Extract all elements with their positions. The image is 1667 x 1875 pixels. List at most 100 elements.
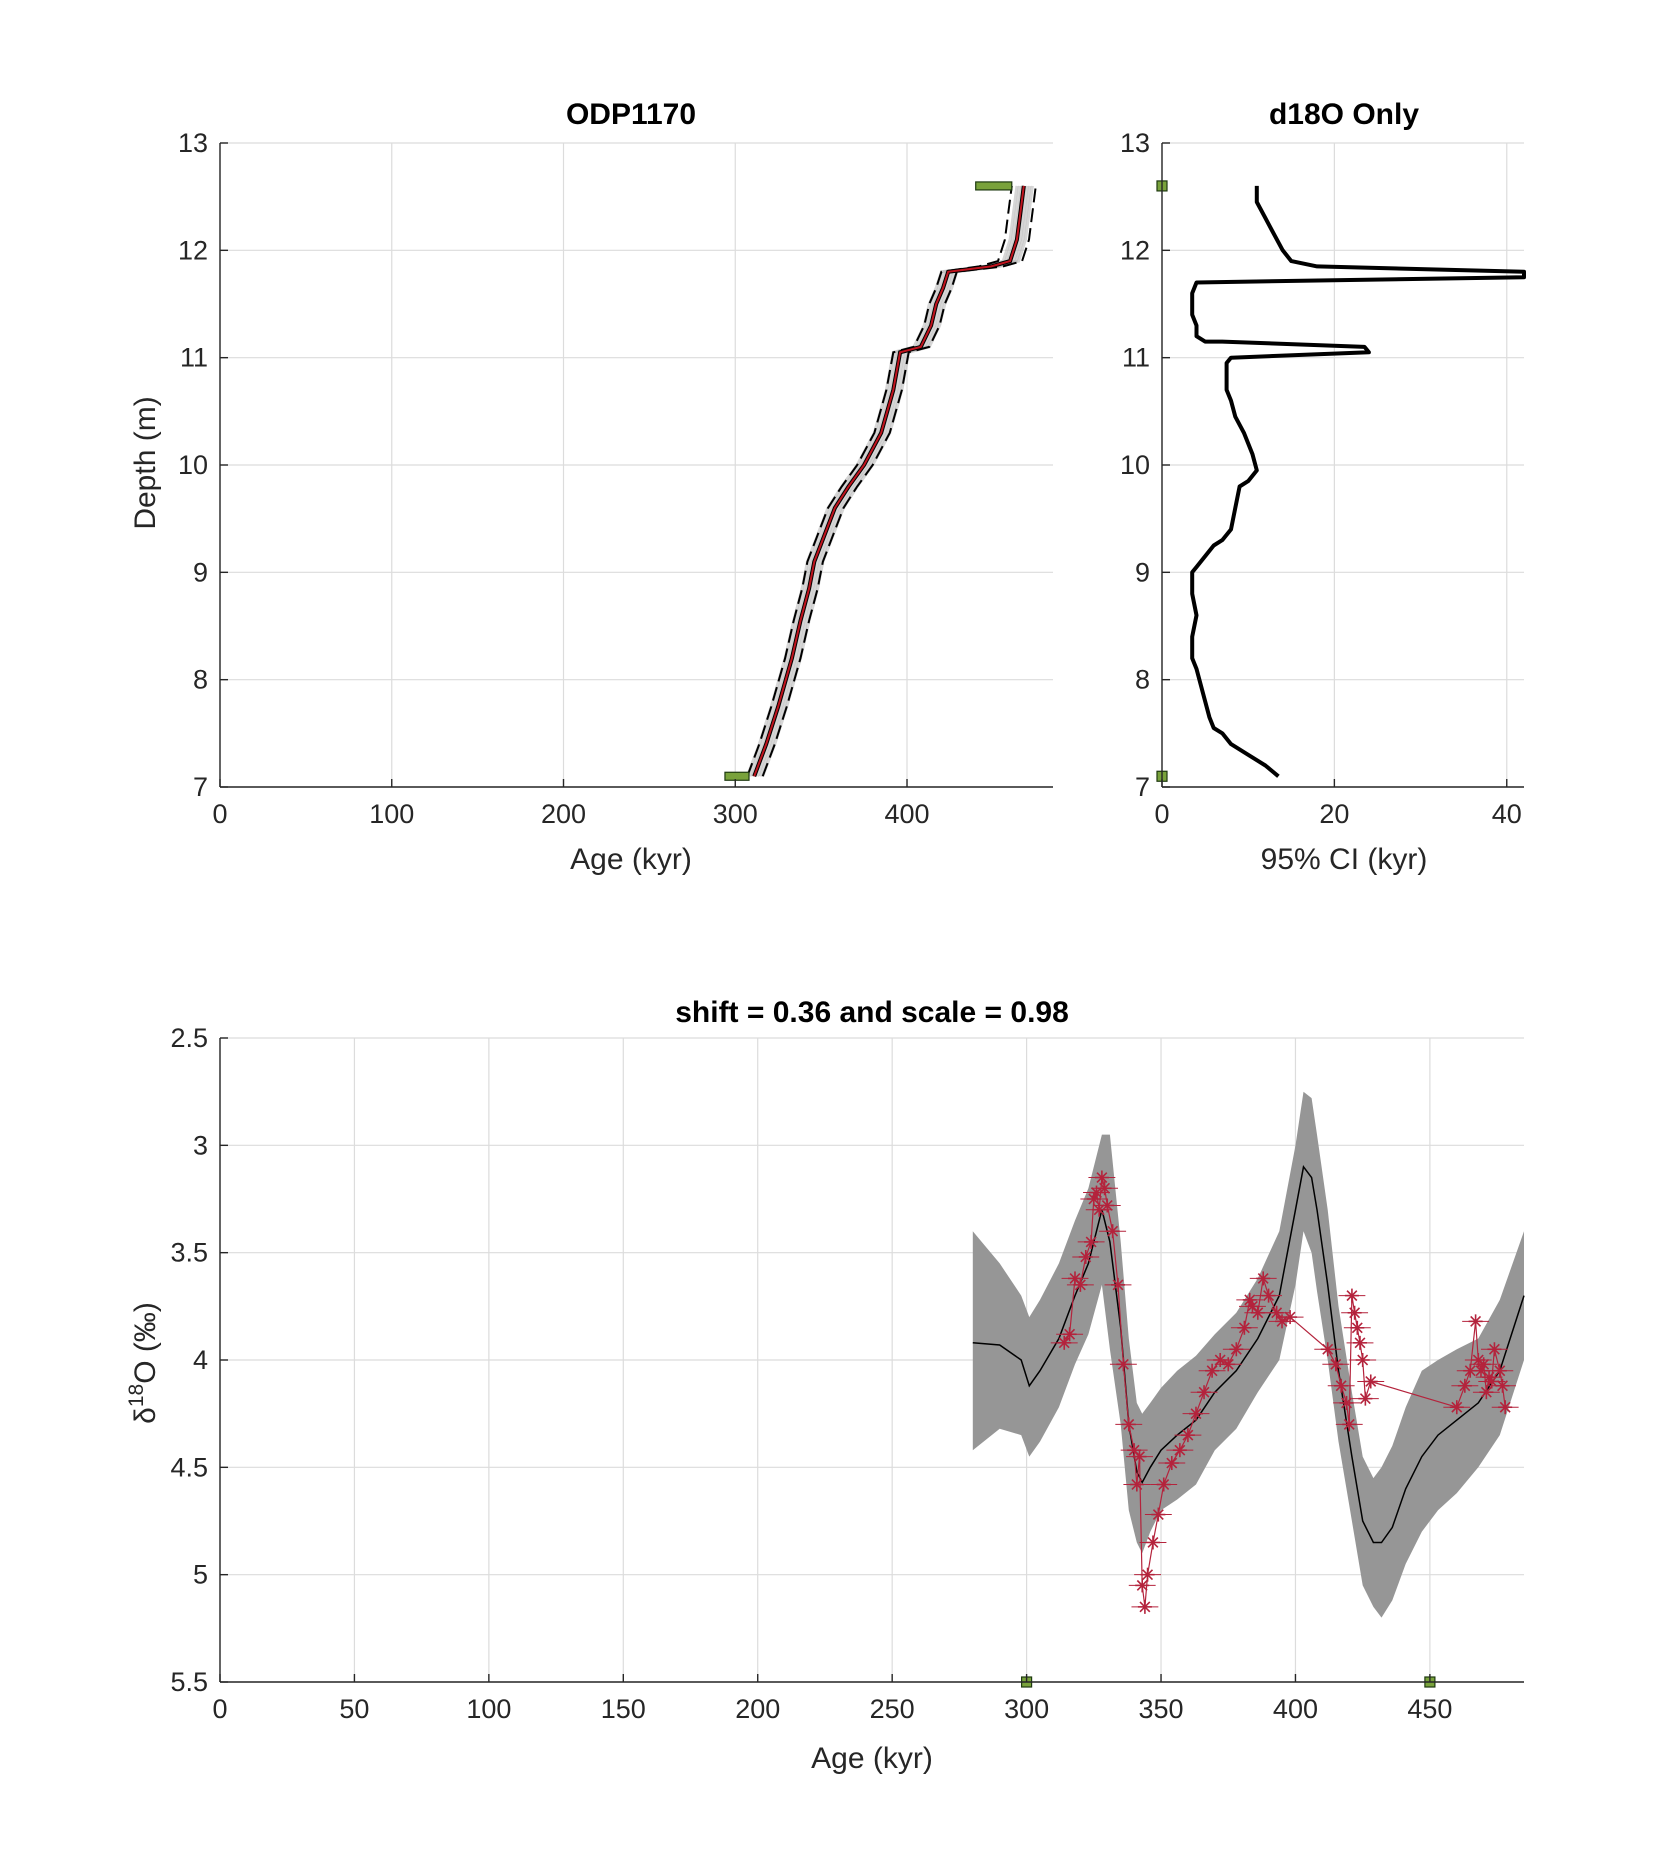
observation-point-49 [1347, 1305, 1362, 1320]
d18o-xtick-label-5: 250 [870, 1694, 915, 1724]
ci-width-ytick-label-4: 11 [1122, 343, 1150, 373]
upper-bound-line [761, 185, 1037, 777]
observation-point-27 [1180, 1428, 1195, 1443]
observation-point-51 [1352, 1335, 1367, 1350]
observation-point-46 [1339, 1395, 1354, 1410]
observation-point-61 [1476, 1357, 1491, 1372]
age-depth-ytick-label-5: 12 [178, 235, 208, 265]
d18o-ytick-label-5: 5 [193, 1560, 208, 1590]
observation-point-21 [1140, 1567, 1155, 1582]
d18o-xtick-label-0: 0 [212, 1694, 227, 1724]
observation-point-18 [1132, 1449, 1147, 1464]
ci-width-xlabel: 95% CI (kyr) [1261, 843, 1428, 876]
observation-point-26 [1172, 1443, 1187, 1458]
observation-point-17 [1129, 1477, 1144, 1492]
d18o-ytick-label-1: 3 [193, 1130, 208, 1160]
observation-point-64 [1484, 1374, 1499, 1389]
observation-point-62 [1479, 1385, 1494, 1400]
observation-point-25 [1164, 1456, 1179, 1471]
age-depth-title: ODP1170 [566, 98, 696, 131]
ci-width-ytick-label-1: 8 [1135, 665, 1150, 695]
d18o-xtick-label-2: 100 [466, 1694, 511, 1724]
d18o-xtick-label-9: 450 [1407, 1694, 1452, 1724]
d18o-ytick-label-2: 3.5 [170, 1238, 208, 1268]
observation-point-19 [1135, 1578, 1150, 1593]
ci-width-xtick-label-1: 20 [1319, 799, 1349, 829]
d18o-axes [219, 1037, 1524, 1683]
observation-point-53 [1358, 1391, 1373, 1406]
d18o-xtick-label-8: 400 [1273, 1694, 1318, 1724]
ci-width-xtick-label-2: 40 [1492, 799, 1522, 829]
observation-point-23 [1151, 1507, 1166, 1522]
d18o-ylabel: δ18O (‰) [125, 1302, 162, 1424]
age-depth-ytick-label-2: 9 [193, 557, 208, 587]
age-depth-ytick-label-0: 7 [193, 772, 208, 802]
d18o-ytick-label-4: 4.5 [170, 1452, 208, 1482]
observation-point-24 [1156, 1477, 1171, 1492]
observation-point-9 [1094, 1170, 1109, 1185]
ci-width-xtick-label-0: 0 [1154, 799, 1169, 829]
observation-point-47 [1342, 1417, 1357, 1432]
observation-point-68 [1498, 1400, 1513, 1415]
observation-point-48 [1344, 1288, 1359, 1303]
d18o-xtick-label-7: 350 [1138, 1694, 1183, 1724]
d18o-ylabel-rest: O (‰) [129, 1302, 162, 1384]
observation-point-15 [1121, 1417, 1136, 1432]
observation-point-58 [1468, 1314, 1483, 1329]
observation-point-4 [1078, 1249, 1093, 1264]
age-depth-axes [219, 142, 1053, 788]
observation-point-44 [1328, 1357, 1343, 1372]
ci-width-ytick-label-2: 9 [1135, 557, 1150, 587]
age-depth-xlabel: Age (kyr) [570, 843, 692, 876]
ci-width-title: d18O Only [1269, 98, 1419, 131]
observation-point-22 [1145, 1535, 1160, 1550]
tiepoint-bar-1 [975, 181, 1013, 191]
observation-point-66 [1492, 1363, 1507, 1378]
observation-point-3 [1073, 1277, 1088, 1292]
observation-point-56 [1457, 1378, 1472, 1393]
d18o-xtick-label-3: 150 [601, 1694, 646, 1724]
observation-point-67 [1495, 1378, 1510, 1393]
ci-width-line-0 [1190, 185, 1526, 778]
age-depth-xtick-label-4: 400 [884, 799, 929, 829]
d18o-xtick-label-1: 50 [339, 1694, 369, 1724]
age-depth-xtick-label-2: 200 [541, 799, 586, 829]
observation-point-33 [1229, 1342, 1244, 1357]
d18o-title: shift = 0.36 and scale = 0.98 [675, 996, 1069, 1029]
age-depth-panel: 0 100 200 300 400 7 8 9 10 11 12 13 ODP1170 Age (ky… [129, 98, 1053, 876]
observation-point-55 [1449, 1400, 1464, 1415]
lower-bound-line [746, 185, 1013, 777]
tiepoint-bar-0 [724, 771, 750, 781]
observation-point-54 [1363, 1374, 1378, 1389]
observation-point-34 [1237, 1320, 1252, 1335]
observation-point-12 [1105, 1224, 1120, 1239]
d18o-ytick-label-6: 5.5 [170, 1667, 208, 1697]
observation-point-37 [1250, 1305, 1265, 1320]
d18o-panel: 0 50 100 150 200 250 300 350 400 450 2.5 3 3.5 4 4.5 5 5… [125, 996, 1525, 1775]
ci-width-ytick-label-5: 12 [1120, 235, 1150, 265]
ci-width-axes [1161, 142, 1524, 788]
age-depth-plot-area [724, 181, 1037, 781]
observation-point-10 [1097, 1181, 1112, 1196]
observation-point-65 [1487, 1342, 1502, 1357]
age-depth-ytick-label-6: 13 [178, 128, 208, 158]
age-depth-xtick-label-0: 0 [212, 799, 227, 829]
observation-point-28 [1188, 1406, 1203, 1421]
d18o-xtick-label-4: 200 [735, 1694, 780, 1724]
observation-point-45 [1334, 1378, 1349, 1393]
observation-point-52 [1355, 1353, 1370, 1367]
age-depth-tick-labels: 0 100 200 300 400 7 8 9 10 11 12 13 [178, 128, 930, 829]
observation-point-20 [1137, 1599, 1152, 1614]
observation-point-38 [1256, 1271, 1271, 1286]
age-depth-ylabel: Depth (m) [129, 396, 162, 529]
ci-width-ytick-label-0: 7 [1135, 772, 1150, 802]
age-depth-xtick-label-3: 300 [713, 799, 758, 829]
d18o-tick-labels: 0 50 100 150 200 250 300 350 400 450 2.5 3 3.5 4 4.5 5 5… [170, 1023, 1452, 1724]
ci-width-tick-labels: 0 20 40 7 8 9 10 11 12 13 [1120, 128, 1522, 829]
age-depth-xtick-label-1: 100 [369, 799, 414, 829]
observation-point-43 [1320, 1342, 1335, 1357]
observation-point-0 [1057, 1335, 1072, 1350]
observation-point-32 [1221, 1357, 1236, 1372]
ci-width-panel: 0 20 40 7 8 9 10 11 12 13 d18O Only 95% CI (kyr) [1120, 98, 1526, 876]
